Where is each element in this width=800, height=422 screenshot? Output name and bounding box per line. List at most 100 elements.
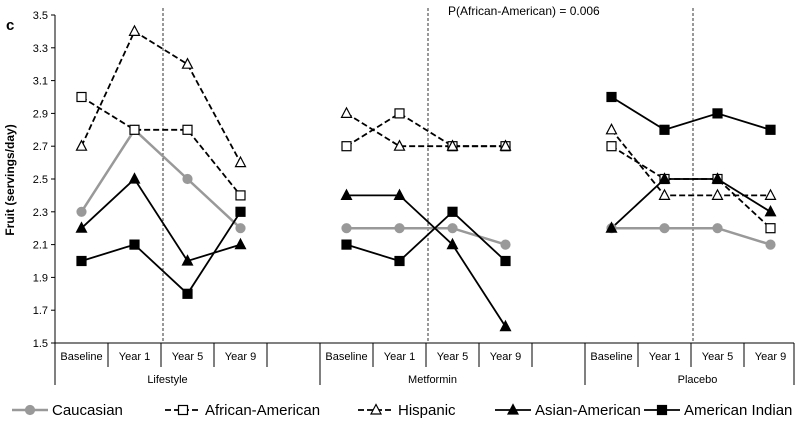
legend-label-american-indian: American Indian (684, 402, 792, 419)
data-point-asian-american (499, 319, 512, 332)
data-point-hispanic (764, 188, 777, 200)
data-point-hispanic (499, 139, 512, 151)
series-line-african-american (346, 112, 506, 148)
data-point-american-indian (712, 108, 723, 119)
series-line-african-american (81, 96, 242, 196)
data-point-american-indian (182, 288, 193, 299)
legend-label-african-american: African-American (205, 402, 320, 419)
data-point-caucasian (712, 223, 723, 234)
data-point-american-indian (129, 239, 140, 250)
series-line-asian-american (346, 194, 507, 328)
data-point-hispanic (446, 139, 459, 151)
series-line-caucasian (611, 226, 771, 246)
data-point-african-american (606, 141, 617, 152)
data-point-asian-american (75, 221, 88, 233)
data-point-african-american (76, 91, 87, 103)
series-line-american-indian (346, 210, 507, 263)
data-point-african-american (182, 124, 193, 135)
data-point-american-indian (447, 206, 458, 217)
data-point-hispanic (393, 139, 406, 151)
data-point-caucasian (235, 223, 246, 234)
data-point-american-indian (606, 91, 617, 103)
y-axis-title: Fruit (servings/day) (3, 124, 17, 235)
data-point-caucasian (447, 223, 458, 234)
legend-marker-asian-american (507, 403, 519, 415)
x-category-label: Year 5 (437, 351, 468, 363)
y-tick-label: 2.5 (33, 174, 48, 186)
legend-label-caucasian: Caucasian (52, 402, 123, 419)
y-tick-label: 1.9 (33, 272, 48, 284)
x-group-label: Metformin (408, 374, 457, 386)
legend-marker-caucasian (24, 404, 36, 416)
data-point-hispanic (181, 57, 194, 69)
data-point-american-indian (341, 239, 352, 250)
x-category-label: Year 1 (119, 351, 150, 363)
panel-letter: c (6, 17, 14, 34)
x-category-label: Baseline (60, 351, 102, 363)
data-point-caucasian (659, 223, 670, 234)
data-point-american-indian (500, 255, 511, 267)
y-tick-label: 3.1 (33, 76, 48, 88)
data-point-asian-american (181, 254, 194, 266)
series-line-asian-american (610, 178, 771, 229)
data-point-caucasian (765, 239, 776, 250)
data-point-asian-american (393, 188, 406, 200)
data-point-asian-american (446, 237, 459, 250)
data-point-african-american (129, 124, 140, 135)
x-category-label: Year 5 (702, 351, 733, 363)
y-tick-label: 2.3 (33, 207, 48, 219)
y-tick-label: 2.9 (33, 108, 48, 120)
data-point-caucasian (76, 206, 87, 217)
data-point-asian-american (128, 172, 141, 184)
data-point-hispanic (605, 123, 618, 135)
x-group-label: Placebo (678, 374, 718, 386)
data-point-african-american (235, 190, 246, 201)
data-point-african-american (765, 223, 776, 234)
data-point-hispanic (711, 188, 724, 200)
series-line-african-american (611, 145, 772, 229)
legend-label-asian-american: Asian-American (535, 402, 641, 419)
x-category-label: Year 9 (225, 351, 256, 363)
data-point-asian-american (658, 172, 671, 184)
data-point-american-indian (76, 255, 87, 267)
x-category-label: Year 9 (490, 351, 521, 363)
y-tick-label: 2.7 (33, 141, 48, 153)
data-point-asian-american (234, 237, 247, 250)
y-tick-label: 1.7 (33, 305, 48, 317)
x-category-label: Baseline (325, 351, 367, 363)
y-tick-label: 3.5 (33, 10, 48, 22)
data-point-caucasian (500, 239, 511, 250)
x-category-label: Baseline (590, 351, 632, 363)
data-point-american-indian (765, 124, 776, 135)
data-point-hispanic (75, 139, 88, 151)
data-point-asian-american (711, 172, 724, 184)
data-point-hispanic (340, 106, 353, 119)
data-point-african-american (341, 141, 352, 152)
data-point-caucasian (394, 223, 405, 234)
y-tick-label: 1.5 (33, 338, 48, 350)
data-point-asian-american (764, 205, 777, 217)
data-point-hispanic (128, 24, 141, 37)
series-line-hispanic (346, 112, 506, 148)
x-group-label: Lifestyle (147, 374, 187, 386)
x-category-label: Year 1 (649, 351, 680, 363)
data-point-hispanic (234, 155, 247, 168)
p-value-annotation: P(African-American) = 0.006 (448, 4, 600, 18)
series-line-caucasian (80, 127, 242, 230)
legend-label-hispanic: Hispanic (398, 402, 456, 419)
legend-marker-american-indian (656, 404, 668, 416)
data-point-caucasian (182, 173, 193, 185)
legend-marker-african-american (177, 404, 189, 416)
x-category-label: Year 1 (384, 351, 415, 363)
series-line-hispanic (80, 30, 242, 164)
data-point-caucasian (341, 223, 352, 234)
y-tick-label: 3.3 (33, 43, 48, 55)
legend-marker-hispanic (370, 403, 382, 415)
series-line-american-indian (611, 96, 771, 131)
series-line-hispanic (610, 129, 771, 197)
data-point-asian-american (605, 221, 618, 233)
data-point-american-indian (235, 206, 246, 217)
data-point-asian-american (340, 188, 353, 200)
data-point-hispanic (658, 188, 671, 200)
